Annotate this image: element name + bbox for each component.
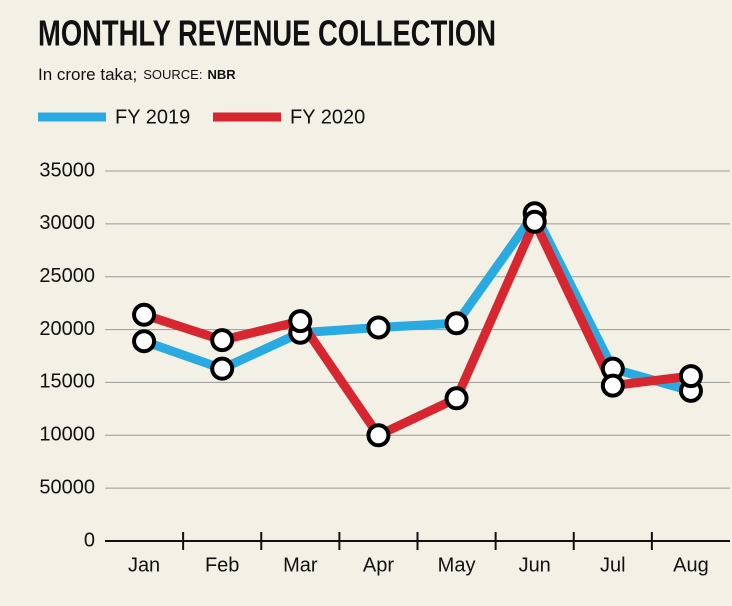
legend-label: FY 2019 [115,106,190,128]
y-tick-label: 30000 [39,212,95,234]
legend-label: FY 2020 [290,106,365,128]
marker [366,315,391,340]
marker [210,328,235,353]
subtitle: In crore taka; SOURCE: NBR [38,65,236,84]
marker [444,386,469,411]
marker [522,209,547,234]
marker [600,373,625,398]
subtitle-text: In crore taka; [38,65,137,84]
y-tick-label: 20000 [39,318,95,340]
source: NBR [207,67,236,82]
marker [132,302,157,327]
source-label: SOURCE: [143,67,202,82]
marker [366,423,391,448]
series-line [142,208,693,396]
x-tick-label: Feb [205,554,239,576]
marker [288,309,313,334]
x-tick-label: Mar [283,554,318,576]
y-tick-label: 25000 [39,265,95,287]
marker [678,364,703,389]
marker [444,311,469,336]
y-tick-label: 15000 [39,371,95,393]
x-tick-label: Jan [128,554,160,576]
x-tick-label: Apr [363,554,394,576]
y-tick-label: 35000 [39,159,95,181]
series-line [142,217,692,440]
x-tick-label: Jun [519,554,551,576]
marker [210,356,235,381]
y-tick-label: 50000 [39,476,95,498]
y-tick-label: 0 [84,529,95,551]
x-tick-label: Aug [673,554,709,576]
x-tick-label: May [438,554,476,576]
chart-title: MONTHLY REVENUE COLLECTION [38,13,496,54]
x-tick-label: Jul [600,554,626,576]
y-tick-label: 10000 [39,424,95,446]
marker [132,329,157,354]
